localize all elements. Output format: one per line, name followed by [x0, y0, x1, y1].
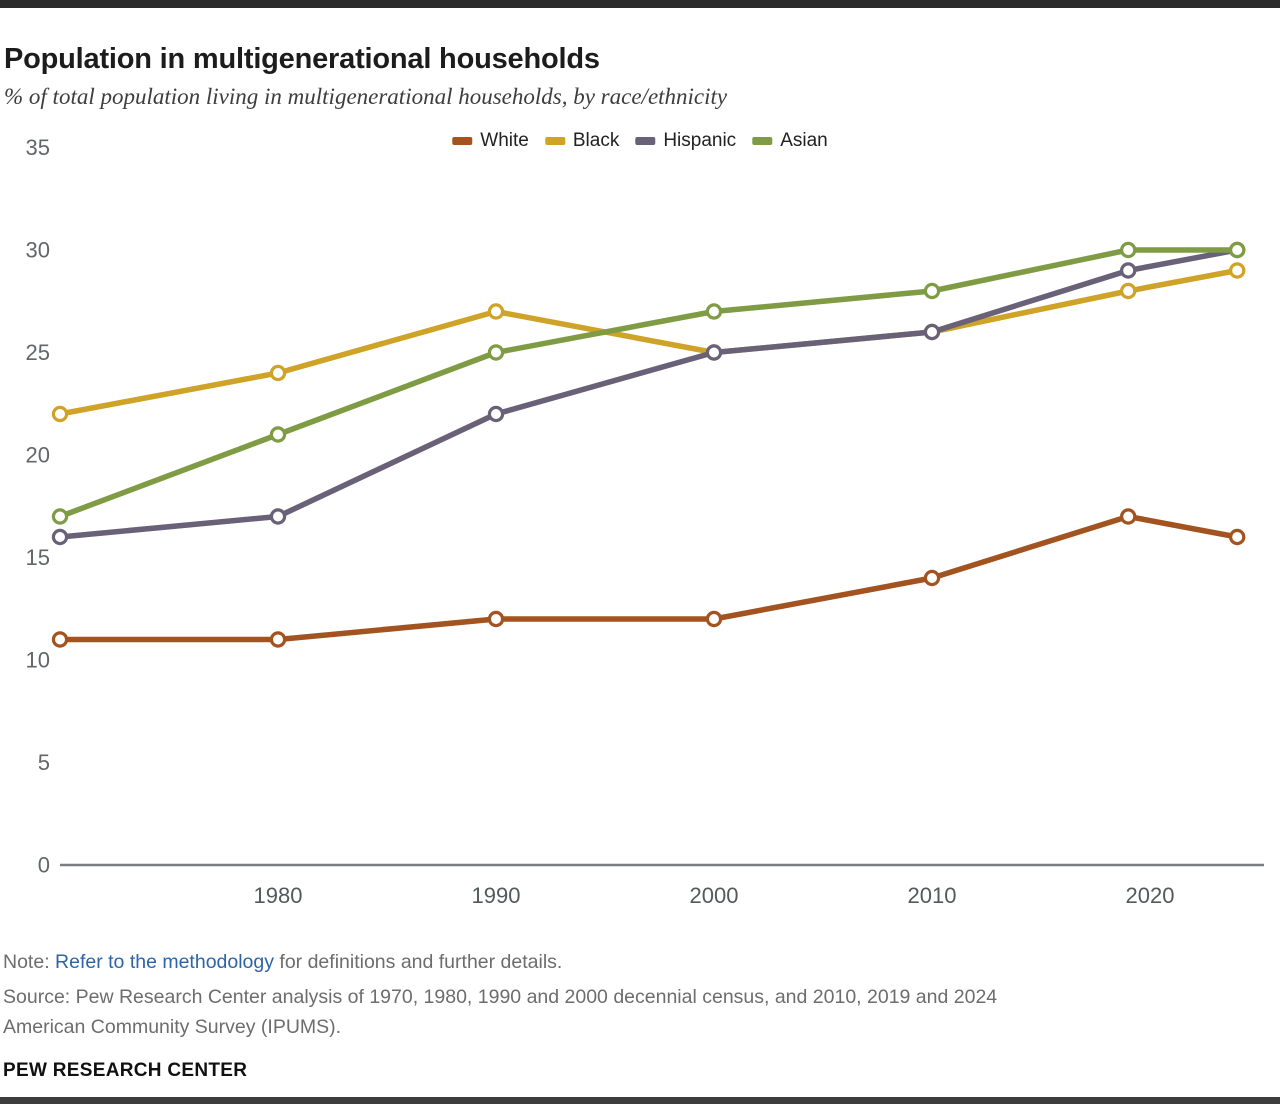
x-tick-1990: 1990: [472, 883, 521, 908]
y-tick-35: 35: [26, 135, 50, 160]
legend-swatch-asian: [752, 137, 773, 145]
brand-footer: PEW RESEARCH CENTER: [3, 1060, 248, 1081]
legend-item-white: White: [452, 130, 529, 152]
marker-asian-1970: [51, 508, 69, 525]
note-prefix: Note:: [3, 951, 56, 973]
marker-white-1970: [51, 631, 69, 648]
marker-white-1980: [269, 631, 287, 648]
chart-legend: White Black Hispanic Asian: [452, 130, 828, 152]
marker-hispanic-2000: [705, 344, 723, 361]
marker-asian-2010: [923, 282, 941, 300]
marker-white-2010: [923, 569, 941, 587]
legend-label-white: White: [480, 130, 529, 151]
line-white: [57, 513, 1240, 643]
marker-black-1980: [269, 364, 287, 382]
marker-black-2019: [1119, 282, 1137, 300]
marker-black-2024: [1228, 262, 1246, 279]
marker-asian-2024: [1228, 241, 1246, 259]
legend-item-asian: Asian: [752, 130, 828, 152]
legend-label-asian: Asian: [780, 130, 828, 151]
page-title: Population in multigenerational househol…: [4, 43, 600, 76]
y-tick-0: 0: [38, 853, 50, 878]
bottom-accent-bar: [0, 1097, 1280, 1104]
x-tick-2010: 2010: [908, 883, 957, 908]
marker-asian-2000: [705, 303, 723, 320]
source-text: Source: Pew Research Center analysis of …: [3, 982, 997, 1042]
marker-hispanic-2010: [923, 323, 941, 341]
marker-hispanic-2019: [1119, 262, 1137, 279]
marker-white-2019: [1119, 508, 1137, 525]
x-tick-2000: 2000: [690, 883, 739, 908]
marker-black-1970: [51, 405, 69, 423]
x-tick-2020: 2020: [1126, 883, 1175, 908]
methodology-link[interactable]: Refer to the methodology: [55, 951, 274, 973]
marker-hispanic-1970: [51, 528, 69, 546]
legend-label-black: Black: [572, 130, 620, 151]
source-line-1: Source: Pew Research Center analysis of …: [3, 986, 998, 1008]
source-line-2: American Community Survey (IPUMS).: [3, 1016, 342, 1038]
y-tick-20: 20: [26, 443, 50, 468]
y-tick-10: 10: [26, 648, 50, 673]
legend-swatch-hispanic: [635, 137, 656, 145]
marker-asian-1990: [487, 344, 505, 361]
chart-subtitle: % of total population living in multigen…: [4, 84, 728, 109]
y-tick-5: 5: [38, 750, 50, 775]
marker-hispanic-1980: [269, 508, 287, 525]
legend-item-hispanic: Hispanic: [635, 130, 736, 152]
x-tick-1980: 1980: [254, 883, 303, 908]
top-accent-bar: [0, 0, 1280, 8]
legend-label-hispanic: Hispanic: [663, 130, 737, 151]
marker-white-2000: [705, 610, 723, 628]
marker-asian-2019: [1119, 241, 1137, 259]
marker-white-1990: [487, 610, 505, 628]
note-suffix: for definitions and further details.: [274, 951, 563, 973]
y-tick-25: 25: [26, 340, 50, 365]
y-tick-30: 30: [26, 238, 50, 263]
y-tick-15: 15: [26, 545, 50, 570]
marker-hispanic-1990: [487, 405, 505, 423]
note-text: Note: Refer to the methodology for defin…: [3, 951, 562, 974]
marker-black-1990: [487, 303, 505, 320]
legend-swatch-white: [452, 137, 473, 145]
marker-white-2024: [1228, 528, 1246, 546]
line-hispanic: [57, 247, 1240, 540]
legend-swatch-black: [544, 137, 565, 145]
legend-item-black: Black: [544, 130, 620, 152]
marker-asian-1980: [269, 426, 287, 443]
